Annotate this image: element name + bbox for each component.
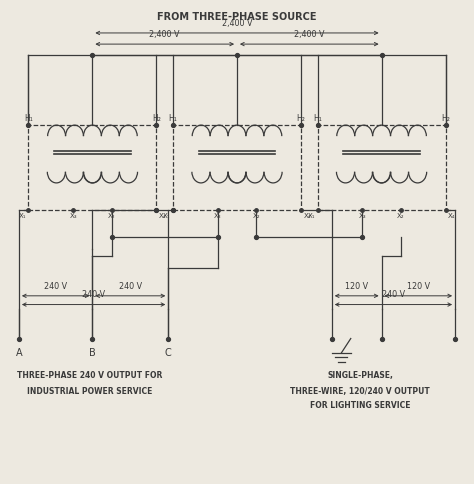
Text: X₁: X₁ (308, 213, 315, 219)
Text: H₁: H₁ (169, 113, 177, 122)
Text: X₂: X₂ (397, 213, 405, 219)
Text: B: B (89, 348, 96, 358)
Text: X₄: X₄ (448, 213, 456, 219)
Text: 120 V: 120 V (345, 281, 368, 290)
Text: X₃: X₃ (214, 213, 221, 219)
Text: 2,400 V: 2,400 V (149, 30, 180, 39)
Text: A: A (16, 348, 22, 358)
Text: FOR LIGHTING SERVICE: FOR LIGHTING SERVICE (310, 400, 410, 409)
Text: 240 V: 240 V (382, 289, 405, 299)
Text: X₃: X₃ (359, 213, 366, 219)
Text: 120 V: 120 V (407, 281, 430, 290)
Text: 240 V: 240 V (119, 281, 142, 290)
Text: H₂: H₂ (152, 113, 161, 122)
Text: 2,400 V: 2,400 V (294, 30, 325, 39)
Text: SINGLE-PHASE,: SINGLE-PHASE, (328, 370, 393, 379)
Bar (28, 126, 156, 211)
Text: X₄: X₄ (159, 213, 166, 219)
Text: X₂: X₂ (252, 213, 260, 219)
Text: H₁: H₁ (313, 113, 322, 122)
Text: INDUSTRIAL POWER SERVICE: INDUSTRIAL POWER SERVICE (27, 386, 153, 395)
Text: X₁: X₁ (18, 213, 26, 219)
Text: C: C (165, 348, 172, 358)
Text: H₂: H₂ (297, 113, 305, 122)
Text: 240 V: 240 V (44, 281, 67, 290)
Text: X₂: X₂ (108, 213, 116, 219)
Text: 2,400 V: 2,400 V (222, 18, 252, 28)
Text: 240 V: 240 V (82, 289, 105, 299)
Text: X₃: X₃ (70, 213, 77, 219)
Bar (173, 126, 301, 211)
Text: H₂: H₂ (441, 113, 450, 122)
Text: FROM THREE-PHASE SOURCE: FROM THREE-PHASE SOURCE (157, 12, 317, 22)
Bar (318, 126, 446, 211)
Text: THREE-WIRE, 120/240 V OUTPUT: THREE-WIRE, 120/240 V OUTPUT (291, 386, 430, 395)
Text: X₄: X₄ (303, 213, 311, 219)
Text: THREE-PHASE 240 V OUTPUT FOR: THREE-PHASE 240 V OUTPUT FOR (18, 370, 163, 379)
Text: X₁: X₁ (163, 213, 171, 219)
Text: H₁: H₁ (24, 113, 33, 122)
